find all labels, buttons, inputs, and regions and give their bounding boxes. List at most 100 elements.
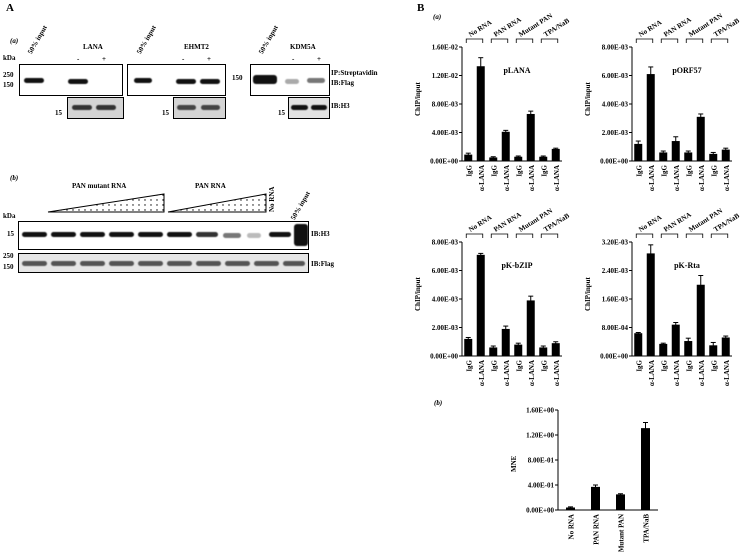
kdm5a-blot <box>250 64 330 96</box>
bar <box>721 337 730 356</box>
band <box>223 233 241 238</box>
band <box>200 79 220 84</box>
bar <box>551 148 560 161</box>
lana-header: LANA <box>83 43 103 51</box>
pan-mutant-rna-label: PAN mutant RNA <box>72 182 127 190</box>
x-tick-label: α-LANA <box>478 165 486 191</box>
y-tick-label: 8.00E-03 <box>432 239 459 247</box>
y-tick-label: 0.00E+00 <box>430 353 458 361</box>
group-bracket <box>515 38 534 43</box>
x-tick-label: α-LANA <box>698 360 706 386</box>
group-bracket <box>635 38 654 43</box>
y-tick-label: 1.60E-03 <box>602 296 629 304</box>
band <box>311 105 327 110</box>
flag-gradient-blot <box>18 253 309 273</box>
band <box>196 232 218 237</box>
x-tick-label: α-LANA <box>553 360 561 386</box>
y-tick-label: 4.00E-03 <box>602 101 629 109</box>
x-tick-label: α-LANA <box>648 165 656 191</box>
group-label: No RNA <box>637 213 663 233</box>
band <box>285 79 299 84</box>
bar <box>671 324 680 356</box>
bar <box>709 153 718 161</box>
y-tick-label: 4.00E-03 <box>432 296 459 304</box>
x-tick-label: IgG <box>540 359 548 371</box>
x-tick-label: IgG <box>490 359 498 371</box>
y-tick-label: 2.00E-03 <box>602 129 629 137</box>
bar <box>539 156 548 161</box>
group-label: PAN RNA <box>492 211 522 234</box>
band <box>247 233 261 238</box>
bar <box>489 157 498 161</box>
bar <box>641 428 650 510</box>
bar <box>526 300 535 356</box>
x-tick-label: α-LANA <box>528 360 536 386</box>
kdm5a-h3-blot <box>288 97 330 119</box>
kdm5a-header: KDM5A <box>290 43 316 51</box>
chart-title: pK-bZIP <box>501 261 532 270</box>
panel-a-sub-b: (b) <box>10 174 19 182</box>
band <box>22 261 47 266</box>
x-tick-label: IgG <box>515 164 523 176</box>
x-tick-label: IgG <box>465 359 473 371</box>
x-tick-label: No RNA <box>568 514 576 539</box>
band <box>80 232 105 237</box>
bar <box>709 345 718 356</box>
y-tick-label: 6.00E-03 <box>432 267 459 275</box>
marker-250-b: 250 <box>3 252 14 260</box>
band <box>307 78 325 83</box>
y-axis-label: ChIP/input <box>584 276 592 311</box>
x-tick-label: α-LANA <box>478 360 486 386</box>
band <box>80 261 105 266</box>
y-tick-label: 0.00E+00 <box>430 158 458 166</box>
x-tick-label: IgG <box>710 359 718 371</box>
marker-15-2: 15 <box>162 109 169 117</box>
ib-flag-b-label: IB:Flag <box>311 260 334 268</box>
band <box>196 261 221 266</box>
chart-title: pORF57 <box>672 66 701 75</box>
panel-b-sub-a: (a) <box>433 13 442 21</box>
bar <box>646 253 655 356</box>
x-tick-label: α-LANA <box>648 360 656 386</box>
bar <box>464 338 473 356</box>
band <box>109 261 134 266</box>
band <box>225 261 250 266</box>
x-tick-label: PAN RNA <box>593 514 601 545</box>
x-tick-label: Mutant PAN <box>618 514 626 552</box>
y-tick-label: 0.00E+00 <box>600 353 628 361</box>
band <box>283 261 305 266</box>
bar <box>659 343 668 356</box>
band <box>68 79 88 84</box>
y-tick-label: 1.20E-02 <box>432 72 459 80</box>
bar <box>514 344 523 356</box>
panel-a-label: A <box>6 2 14 14</box>
ib-h3-b-label: IB:H3 <box>311 230 330 238</box>
group-label: PAN RNA <box>662 16 692 39</box>
y-tick-label: 8.00E-03 <box>602 44 629 52</box>
y-tick-label: 8.00E-01 <box>528 457 555 465</box>
y-tick-label: 1.20E+00 <box>526 432 554 440</box>
x-tick-label: α-LANA <box>553 165 561 191</box>
bar <box>684 152 693 161</box>
y-tick-label: 0.00E+00 <box>526 507 554 515</box>
bar <box>489 347 498 356</box>
group-bracket <box>540 38 559 43</box>
bar <box>514 156 523 161</box>
x-tick-label: α-LANA <box>698 165 706 191</box>
group-bracket <box>710 38 729 43</box>
ehmt2-blot <box>127 64 226 96</box>
marker-150-b: 150 <box>3 263 14 271</box>
ehmt2-header: EHMT2 <box>184 43 209 51</box>
bar <box>721 149 730 161</box>
ehmt2-plus: + <box>207 55 211 63</box>
x-tick-label: α-LANA <box>723 165 731 191</box>
group-bracket <box>685 233 704 238</box>
y-tick-label: 1.60E-02 <box>432 44 459 52</box>
band <box>22 232 47 237</box>
band <box>253 75 277 84</box>
band <box>24 78 44 83</box>
group-bracket <box>490 38 509 43</box>
group-label: No RNA <box>467 213 493 233</box>
bar <box>659 152 668 161</box>
